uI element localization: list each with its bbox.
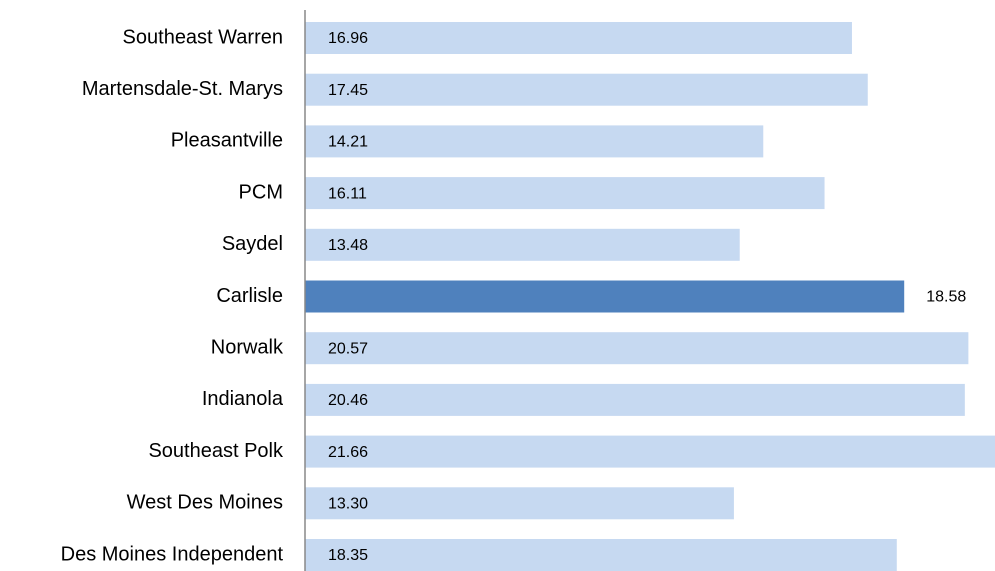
- bar: [305, 22, 852, 54]
- value-label: 18.35: [328, 547, 368, 564]
- category-label: Norwalk: [211, 336, 284, 358]
- bar: [305, 435, 995, 468]
- bar: [305, 332, 969, 365]
- value-label: 20.46: [328, 392, 368, 409]
- category-label: Carlisle: [216, 285, 283, 307]
- value-label: 17.45: [328, 82, 368, 99]
- category-label: West Des Moines: [127, 492, 283, 514]
- bar: [305, 177, 825, 210]
- category-label: Southeast Warren: [123, 26, 283, 48]
- value-label: 16.96: [328, 30, 368, 47]
- category-label: Southeast Polk: [148, 440, 284, 462]
- value-label: 20.57: [328, 340, 368, 357]
- bar: [305, 73, 868, 106]
- category-label: Saydel: [222, 233, 283, 255]
- bar: [305, 228, 740, 261]
- category-label: Pleasantville: [171, 130, 283, 152]
- value-label: 21.66: [328, 444, 368, 461]
- value-label: 13.48: [328, 237, 368, 254]
- category-label: Martensdale-St. Marys: [82, 78, 283, 100]
- value-label: 18.58: [926, 289, 966, 306]
- value-label: 16.11: [328, 185, 367, 202]
- bar: [305, 280, 905, 313]
- bar: [305, 383, 965, 416]
- value-label: 13.30: [328, 496, 368, 513]
- bar: [305, 125, 764, 158]
- category-label: Indianola: [202, 388, 284, 410]
- category-label: Des Moines Independent: [61, 543, 284, 565]
- bar: [305, 487, 734, 520]
- bar: [305, 539, 897, 571]
- category-label: PCM: [239, 181, 283, 203]
- value-label: 14.21: [328, 134, 368, 151]
